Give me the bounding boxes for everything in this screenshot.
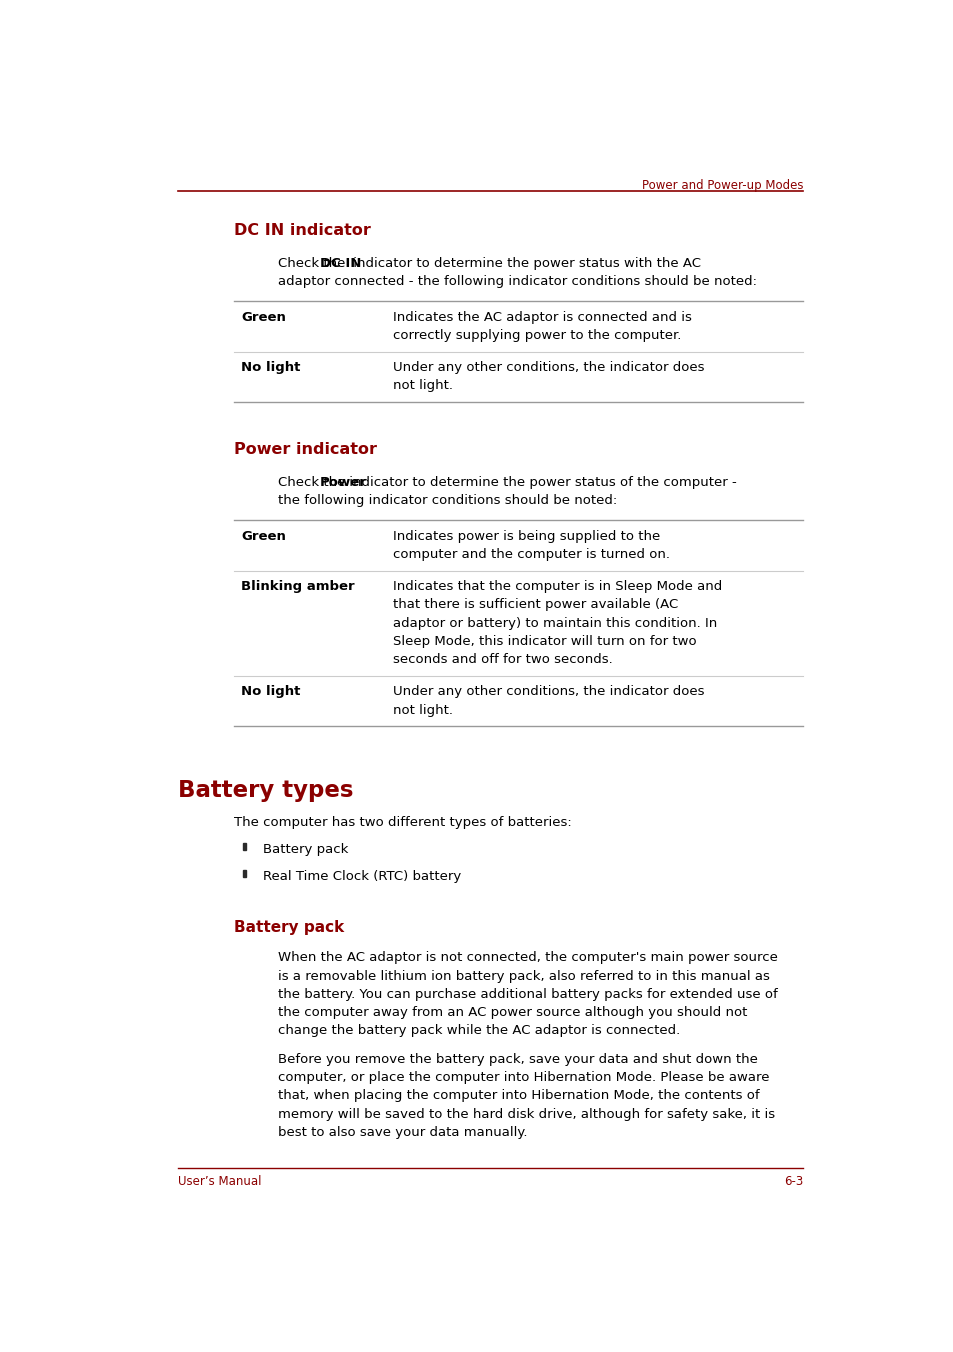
Text: Indicates that the computer is in Sleep Mode and: Indicates that the computer is in Sleep … bbox=[393, 580, 721, 594]
Text: Under any other conditions, the indicator does: Under any other conditions, the indicato… bbox=[393, 361, 703, 375]
Text: computer and the computer is turned on.: computer and the computer is turned on. bbox=[393, 548, 669, 561]
Text: DC IN indicator: DC IN indicator bbox=[233, 223, 371, 238]
Text: Check the: Check the bbox=[278, 476, 350, 489]
Text: computer, or place the computer into Hibernation Mode. Please be aware: computer, or place the computer into Hib… bbox=[278, 1071, 769, 1084]
Bar bbox=[242, 871, 246, 877]
Text: Sleep Mode, this indicator will turn on for two: Sleep Mode, this indicator will turn on … bbox=[393, 635, 696, 648]
Text: that, when placing the computer into Hibernation Mode, the contents of: that, when placing the computer into Hib… bbox=[278, 1090, 759, 1102]
Text: When the AC adaptor is not connected, the computer's main power source: When the AC adaptor is not connected, th… bbox=[278, 952, 778, 964]
Text: adaptor or battery) to maintain this condition. In: adaptor or battery) to maintain this con… bbox=[393, 617, 717, 630]
Text: 6-3: 6-3 bbox=[783, 1175, 802, 1188]
Text: seconds and off for two seconds.: seconds and off for two seconds. bbox=[393, 653, 612, 667]
Text: adaptor connected - the following indicator conditions should be noted:: adaptor connected - the following indica… bbox=[278, 276, 757, 288]
Text: Green: Green bbox=[241, 530, 286, 542]
Text: indicator to determine the power status of the computer -: indicator to determine the power status … bbox=[345, 476, 737, 489]
Text: The computer has two different types of batteries:: The computer has two different types of … bbox=[233, 817, 571, 829]
Text: Battery types: Battery types bbox=[178, 779, 354, 802]
Text: not light.: not light. bbox=[393, 380, 453, 392]
Text: the battery. You can purchase additional battery packs for extended use of: the battery. You can purchase additional… bbox=[278, 988, 777, 1000]
Text: correctly supplying power to the computer.: correctly supplying power to the compute… bbox=[393, 329, 680, 342]
Text: Blinking amber: Blinking amber bbox=[241, 580, 355, 594]
Text: Before you remove the battery pack, save your data and shut down the: Before you remove the battery pack, save… bbox=[278, 1053, 758, 1065]
Text: Indicates power is being supplied to the: Indicates power is being supplied to the bbox=[393, 530, 659, 542]
Text: DC IN: DC IN bbox=[319, 257, 360, 270]
Bar bbox=[242, 844, 246, 849]
Text: change the battery pack while the AC adaptor is connected.: change the battery pack while the AC ada… bbox=[278, 1025, 679, 1037]
Text: Power: Power bbox=[319, 476, 366, 489]
Text: indicator to determine the power status with the AC: indicator to determine the power status … bbox=[349, 257, 700, 270]
Text: No light: No light bbox=[241, 685, 300, 699]
Text: best to also save your data manually.: best to also save your data manually. bbox=[278, 1126, 527, 1138]
Text: User’s Manual: User’s Manual bbox=[178, 1175, 262, 1188]
Text: the computer away from an AC power source although you should not: the computer away from an AC power sourc… bbox=[278, 1006, 747, 1019]
Text: is a removable lithium ion battery pack, also referred to in this manual as: is a removable lithium ion battery pack,… bbox=[278, 969, 769, 983]
Text: Indicates the AC adaptor is connected and is: Indicates the AC adaptor is connected an… bbox=[393, 311, 691, 323]
Text: Check the: Check the bbox=[278, 257, 350, 270]
Text: that there is sufficient power available (AC: that there is sufficient power available… bbox=[393, 599, 678, 611]
Text: the following indicator conditions should be noted:: the following indicator conditions shoul… bbox=[278, 495, 617, 507]
Text: Power indicator: Power indicator bbox=[233, 442, 376, 457]
Text: Under any other conditions, the indicator does: Under any other conditions, the indicato… bbox=[393, 685, 703, 699]
Text: not light.: not light. bbox=[393, 703, 453, 717]
Text: No light: No light bbox=[241, 361, 300, 375]
Text: Battery pack: Battery pack bbox=[263, 844, 349, 856]
Text: Battery pack: Battery pack bbox=[233, 921, 344, 936]
Text: Green: Green bbox=[241, 311, 286, 323]
Text: memory will be saved to the hard disk drive, although for safety sake, it is: memory will be saved to the hard disk dr… bbox=[278, 1107, 775, 1121]
Text: Real Time Clock (RTC) battery: Real Time Clock (RTC) battery bbox=[263, 871, 461, 883]
Text: Power and Power-up Modes: Power and Power-up Modes bbox=[641, 178, 802, 192]
